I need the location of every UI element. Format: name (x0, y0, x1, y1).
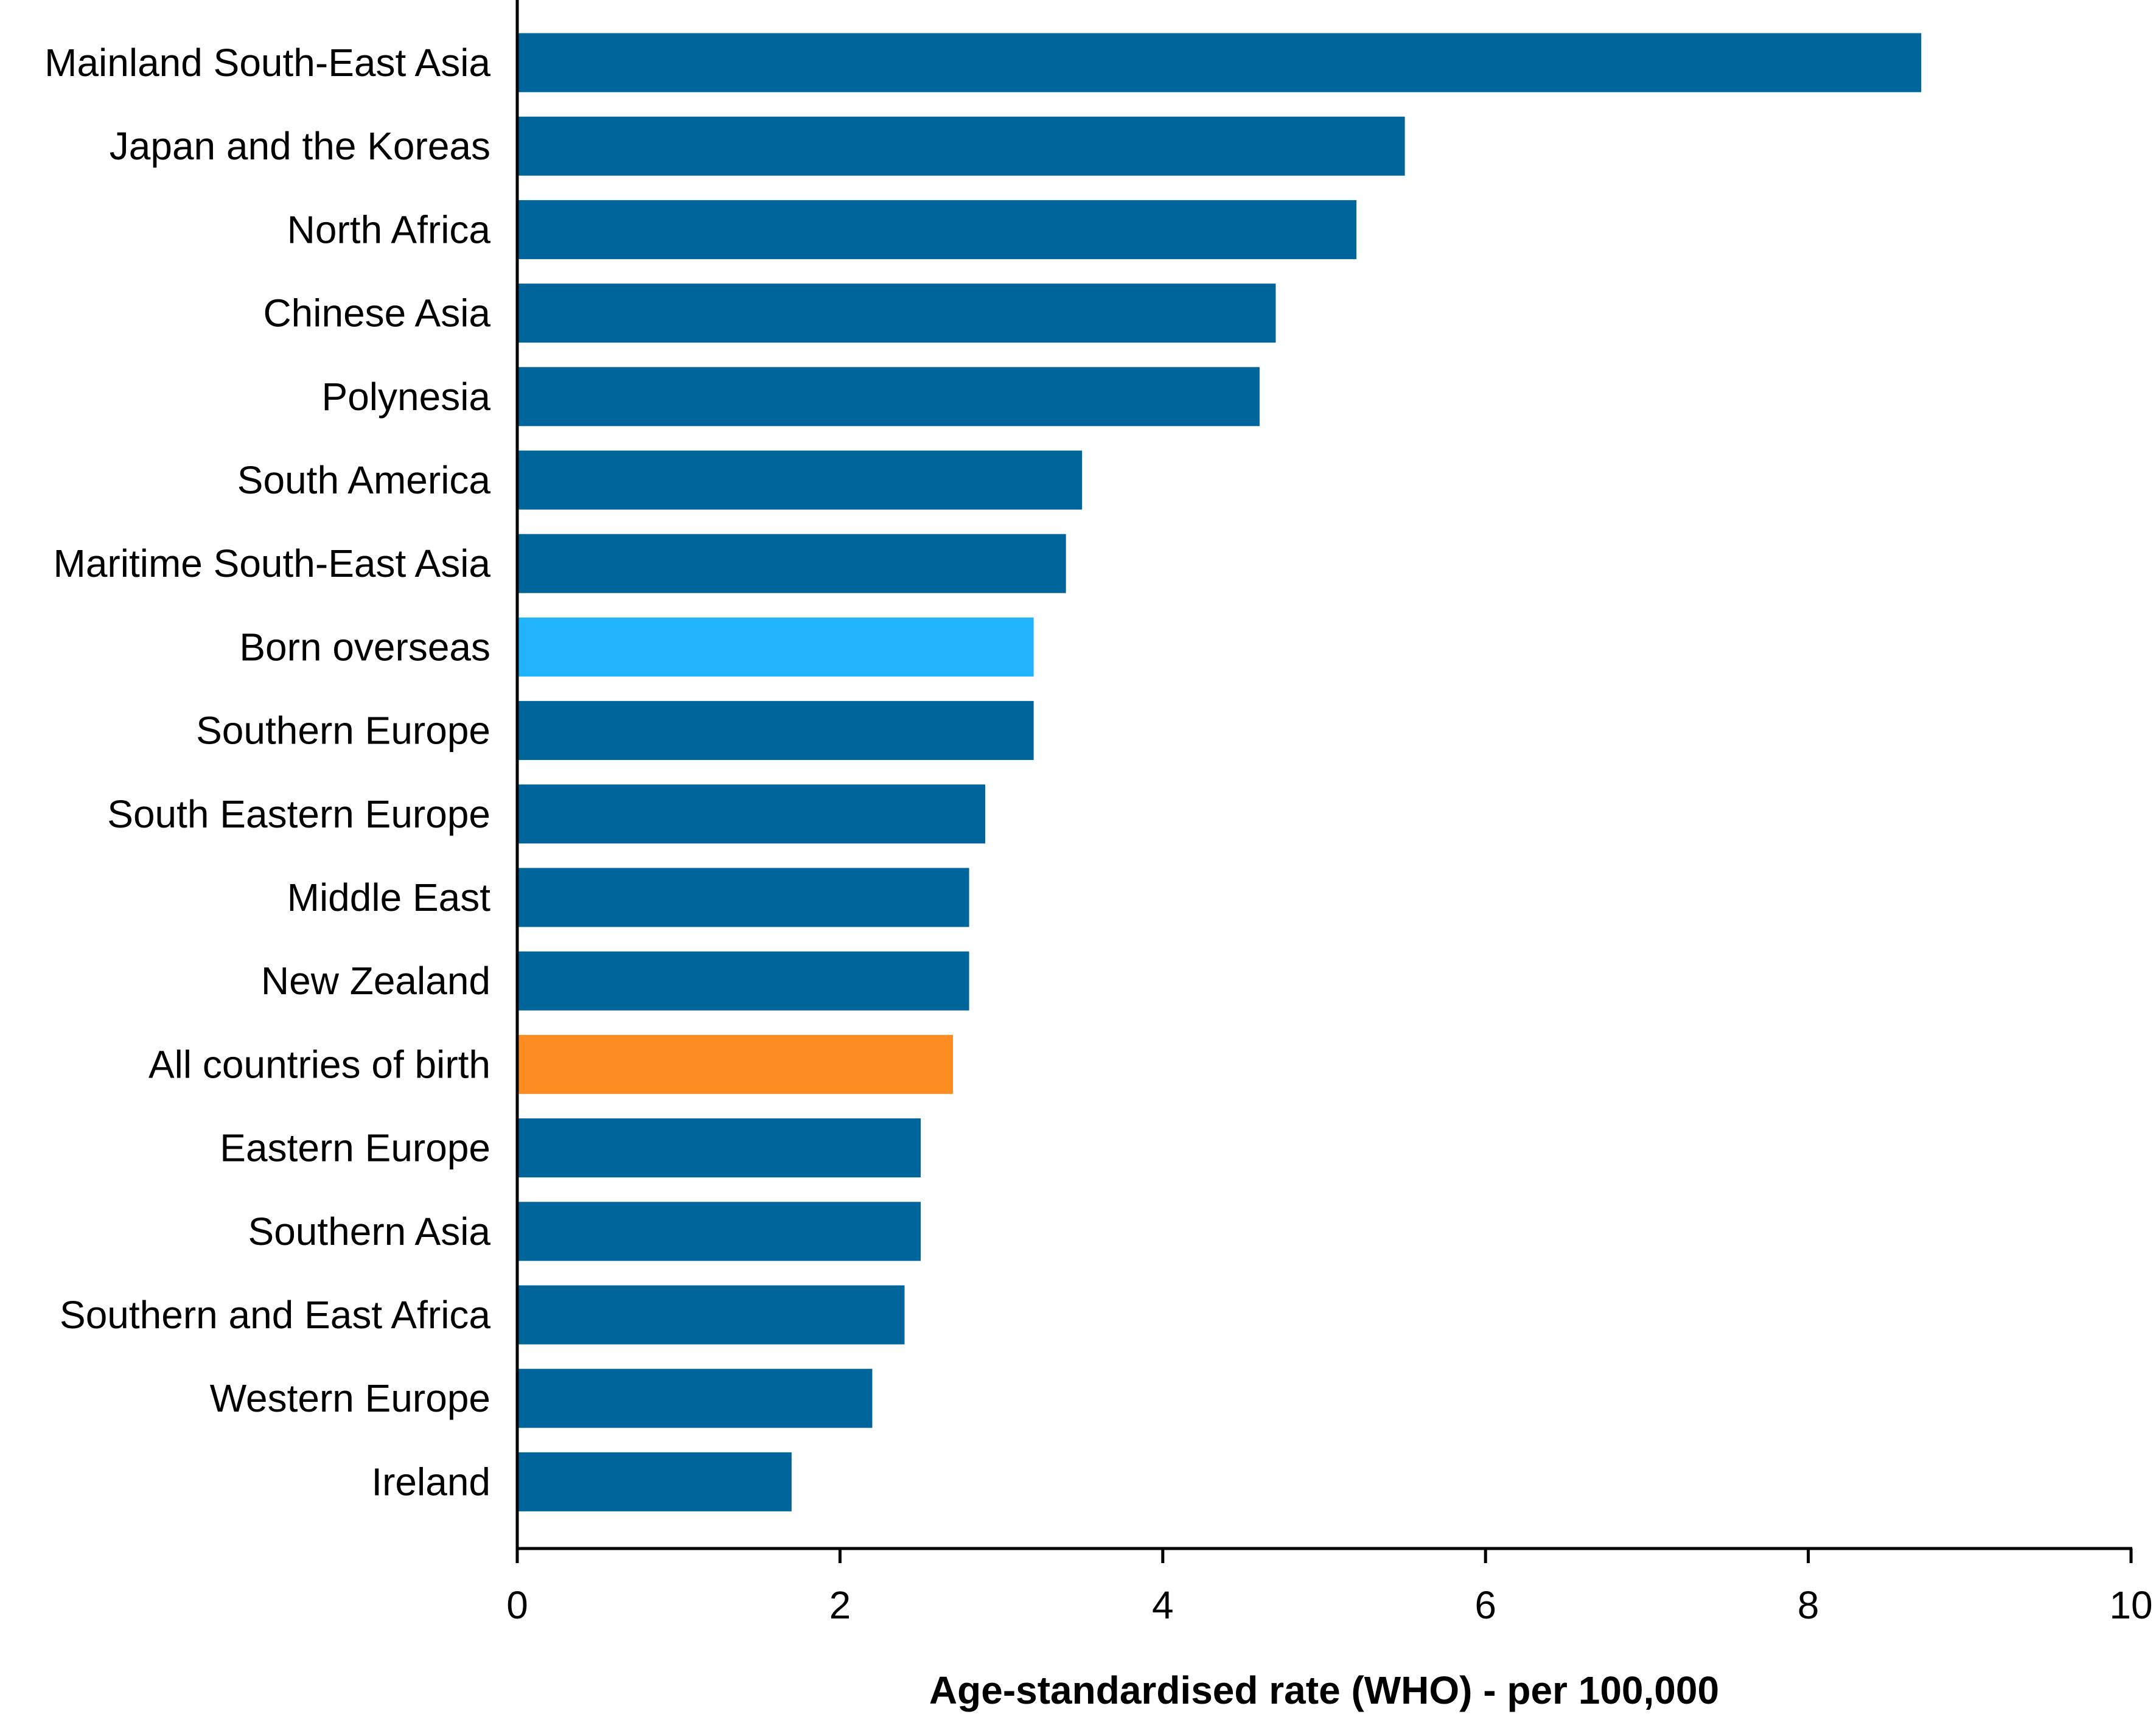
bar-new-zealand (517, 951, 969, 1011)
x-tick-label: 8 (1798, 1583, 1819, 1627)
bar-middle-east (517, 868, 969, 927)
category-labels: Mainland South-East Asia Japan and the Ko… (44, 41, 490, 1503)
x-tick-label: 4 (1152, 1583, 1174, 1627)
category-label-polynesia: Polynesia (322, 375, 491, 419)
category-label-all-countries-of-birth: All countries of birth (148, 1042, 490, 1086)
category-label-north-africa: North Africa (287, 207, 491, 251)
bar-all-countries-of-birth (517, 1034, 954, 1094)
x-tick-label: 2 (829, 1583, 851, 1627)
x-axis-title: Age-standardised rate (WHO) - per 100,00… (929, 1668, 1719, 1712)
bar-ireland (517, 1452, 792, 1511)
bar-south-america (517, 450, 1083, 510)
bar-japan-and-the-koreas (517, 116, 1405, 176)
bars-layer (517, 33, 1922, 1511)
category-label-ireland: Ireland (371, 1460, 490, 1503)
bar-western-europe (517, 1368, 873, 1428)
bar-southern-and-east-africa (517, 1285, 905, 1345)
category-label-southern-europe: Southern Europe (196, 709, 490, 753)
category-label-eastern-europe: Eastern Europe (220, 1126, 490, 1170)
bar-eastern-europe (517, 1118, 921, 1178)
bar-born-overseas (517, 617, 1034, 677)
category-label-south-america: South America (237, 458, 491, 502)
bar-south-eastern-europe (517, 784, 986, 844)
category-label-japan-and-the-koreas: Japan and the Koreas (110, 124, 490, 168)
category-label-mainland-south-east-asia: Mainland South-East Asia (44, 41, 490, 85)
x-tick-label: 10 (2109, 1583, 2152, 1627)
bar-southern-europe (517, 701, 1034, 761)
bar-mainland-south-east-asia (517, 33, 1922, 92)
category-label-maritime-south-east-asia: Maritime South-East Asia (54, 542, 491, 585)
category-label-south-eastern-europe: South Eastern Europe (107, 792, 490, 836)
bar-southern-asia (517, 1202, 921, 1261)
category-label-western-europe: Western Europe (210, 1376, 490, 1420)
bar-maritime-south-east-asia (517, 534, 1066, 593)
x-tick-label: 6 (1474, 1583, 1496, 1627)
bar-polynesia (517, 367, 1260, 427)
category-label-chinese-asia: Chinese Asia (263, 291, 490, 335)
axes (515, 0, 2132, 1550)
x-ticks: 0 2 4 6 8 10 (506, 1549, 2153, 1627)
category-label-new-zealand: New Zealand (261, 959, 490, 1003)
category-label-southern-and-east-africa: Southern and East Africa (60, 1293, 490, 1337)
bar-north-africa (517, 200, 1357, 259)
category-label-born-overseas: Born overseas (239, 625, 490, 669)
x-tick-label: 0 (506, 1583, 528, 1627)
bar-chinese-asia (517, 284, 1276, 343)
category-label-southern-asia: Southern Asia (248, 1210, 491, 1253)
category-label-middle-east: Middle East (287, 876, 491, 919)
